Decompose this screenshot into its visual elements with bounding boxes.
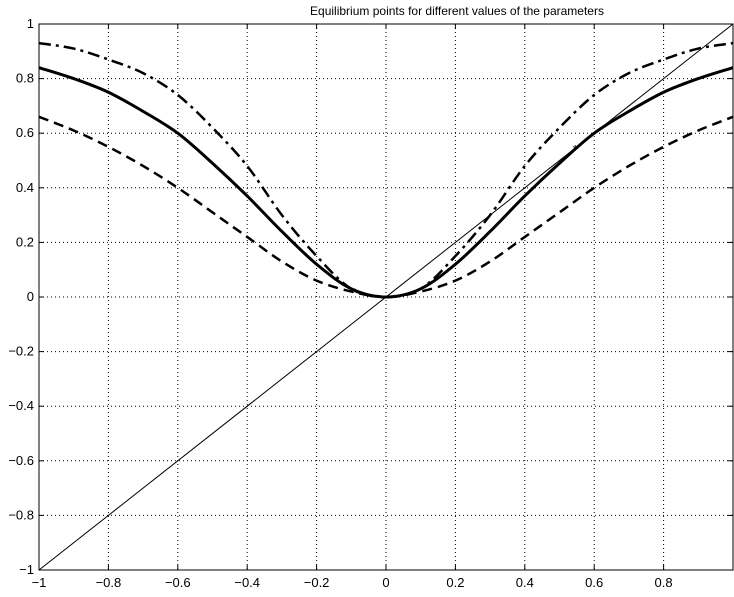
y-tick-label: −1 [19,562,34,577]
x-tick-label: −0.2 [304,575,330,590]
y-tick-label: 0.8 [16,71,34,86]
tick-marks [38,23,733,571]
x-tick-label: −0.8 [96,575,122,590]
series-line-dashed [38,115,734,299]
equilibrium-marker: * [573,142,578,157]
x-tick-label: 0.2 [446,575,464,590]
y-tick-labels: 1 0.8 0.6 0.4 0.2 0 −0.2 −0.4 −0.6 −0.8 −1 [8,16,34,577]
series-line-dash-dot [38,41,734,299]
series-group [38,23,734,571]
x-tick-label: −0.4 [234,575,260,590]
x-tick-label: −1 [32,575,47,590]
equilibrium-marker: * [352,286,357,301]
y-tick-label: 0.6 [16,125,34,140]
x-tick-label: −0.6 [165,575,191,590]
y-tick-label: −0.6 [8,453,34,468]
y-tick-label: 0 [27,289,34,304]
series-line-solid-thin [38,23,734,571]
x-tick-label: 0.4 [516,575,534,590]
x-tick-label: 0.6 [585,575,603,590]
y-tick-label: 0.4 [16,180,34,195]
x-tick-label: 0 [382,575,389,590]
chart-title: Equilibrium points for different values … [310,4,604,18]
y-tick-label: 1 [27,16,34,31]
series-line-solid-thick [38,66,734,299]
x-tick-label: 0.8 [655,575,673,590]
y-tick-label: −0.2 [8,344,34,359]
marker-group: ** [352,142,577,300]
y-tick-label: −0.4 [8,398,34,413]
y-tick-label: −0.8 [8,507,34,522]
x-tick-labels: −1 −0.8 −0.6 −0.4 −0.2 0 0.2 0.4 0.6 0.8 [32,575,673,590]
y-tick-label: 0.2 [16,234,34,249]
